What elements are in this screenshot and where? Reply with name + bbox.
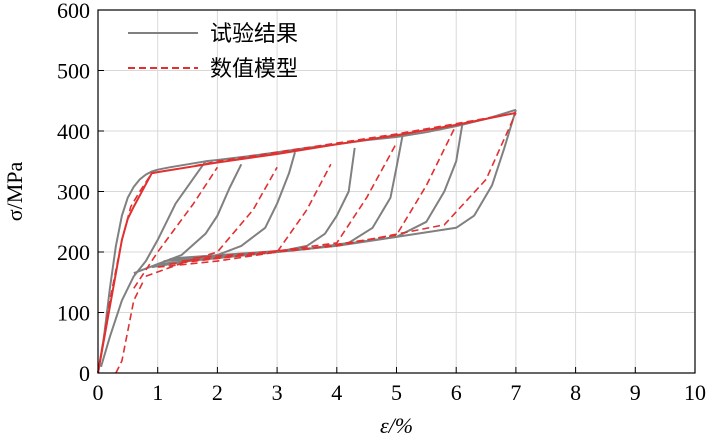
series-1	[97, 112, 517, 374]
x-tick-label: 8	[570, 380, 581, 405]
y-tick-label: 400	[57, 119, 90, 144]
series-line	[97, 112, 517, 374]
series-line	[193, 112, 517, 259]
series-line	[100, 160, 207, 368]
y-axis-label: σ/MPa	[2, 162, 27, 222]
y-tick-label: 500	[57, 59, 90, 84]
series-line	[97, 111, 517, 374]
x-tick-label: 10	[684, 380, 706, 405]
x-tick-label: 2	[212, 380, 223, 405]
y-tick-label: 0	[79, 361, 90, 386]
legend-label: 试验结果	[210, 22, 298, 47]
series-line	[97, 108, 517, 374]
x-tick-label: 0	[93, 380, 104, 405]
grid	[97, 9, 696, 374]
x-tick-label: 5	[391, 380, 402, 405]
x-axis-label: ε/%	[380, 413, 413, 437]
series-2	[97, 111, 517, 374]
y-tick-label: 300	[57, 180, 90, 205]
series-line	[181, 124, 457, 262]
x-tick-label: 4	[331, 380, 342, 405]
series-line	[157, 163, 332, 268]
series-line	[145, 166, 278, 277]
series-line	[169, 142, 398, 265]
x-tick-label: 7	[510, 380, 521, 405]
series-line	[175, 109, 517, 260]
y-tick-label: 100	[57, 301, 90, 326]
x-tick-label: 1	[152, 380, 163, 405]
series-line	[115, 281, 144, 374]
x-tick-label: 6	[451, 380, 462, 405]
series-line	[133, 166, 219, 289]
x-tick-label: 9	[630, 380, 641, 405]
x-tick-label: 3	[272, 380, 283, 405]
legend-label: 数值模型	[210, 57, 298, 82]
y-tick-label: 600	[57, 0, 90, 23]
series-layer	[97, 108, 517, 374]
y-tick-label: 200	[57, 240, 90, 265]
